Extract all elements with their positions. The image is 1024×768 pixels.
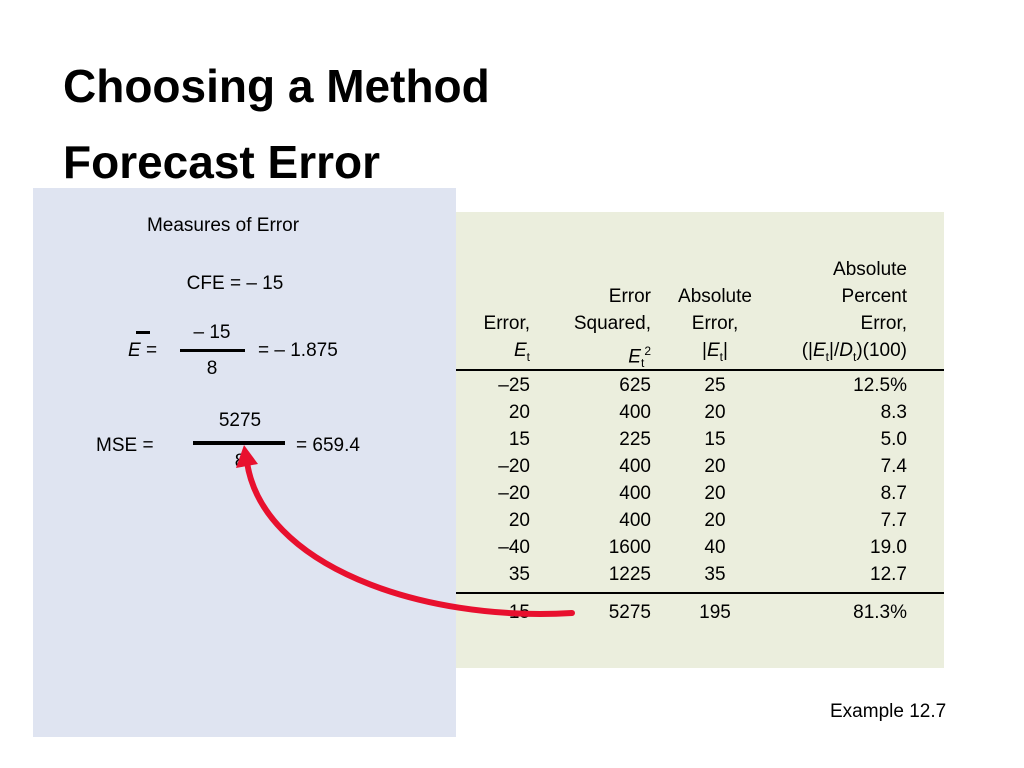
- table-cell: 20: [508, 402, 530, 423]
- table-cell: 35: [704, 564, 726, 585]
- header-label: Error,: [691, 313, 739, 334]
- table-cell: 400: [619, 510, 651, 531]
- symbol: E: [513, 340, 527, 361]
- header-label: Absolute: [833, 259, 907, 280]
- table-cell: –20: [498, 456, 530, 477]
- total-cell: 5275: [608, 602, 651, 623]
- cfe-formula: CFE = – 15: [186, 273, 284, 294]
- table-cell: –40: [498, 537, 530, 558]
- table-cell: –20: [498, 483, 530, 504]
- header-label: Squared,: [573, 313, 651, 334]
- table-cell: 400: [619, 402, 651, 423]
- symbol: E: [628, 346, 641, 368]
- symbol: E: [812, 340, 826, 361]
- header-symbol: Et2: [551, 339, 651, 370]
- table-cell: 19.0: [870, 537, 907, 558]
- table-cell: 400: [619, 456, 651, 477]
- numerator: – 15: [193, 322, 231, 343]
- table-cell: 20: [704, 456, 726, 477]
- operator: |/: [829, 340, 840, 361]
- table-cell: 1600: [608, 537, 651, 558]
- header-label: Error,: [860, 313, 907, 334]
- table-cell: 20: [704, 483, 726, 504]
- table-cell: 12.5%: [853, 375, 907, 396]
- subscript: t: [640, 356, 645, 371]
- mse-label: MSE =: [96, 435, 154, 456]
- footer: Example 12.7: [830, 701, 947, 722]
- numerator: 5275: [218, 410, 262, 431]
- fraction-bar: [193, 441, 285, 445]
- bar-symbol: |: [723, 340, 728, 361]
- total-rule: [456, 592, 944, 594]
- subscript: t: [852, 349, 857, 364]
- denominator: 8: [234, 451, 246, 472]
- table-cell: 7.7: [880, 510, 907, 531]
- table-cell: –25: [498, 375, 530, 396]
- subscript: t: [526, 349, 530, 364]
- title-line: Choosing a Method: [63, 60, 490, 112]
- result: = 659.4: [296, 435, 360, 456]
- table-cell: 20: [508, 510, 530, 531]
- measures-heading: Measures of Error: [146, 215, 300, 236]
- bar-symbol: |: [702, 340, 707, 361]
- overbar: [136, 331, 150, 334]
- total-cell: –15: [498, 602, 530, 623]
- table-cell: 15: [508, 429, 530, 450]
- table-cell: 35: [508, 564, 530, 585]
- table-cell: 625: [619, 375, 651, 396]
- title-line: Forecast Error: [63, 136, 381, 188]
- table-cell: 20: [704, 510, 726, 531]
- symbol: D: [839, 340, 853, 361]
- table-cell: 1225: [608, 564, 651, 585]
- symbol: E: [128, 340, 141, 361]
- table-cell: 7.4: [880, 456, 907, 477]
- header-label: Percent: [841, 286, 907, 307]
- table-cell: 8.3: [880, 402, 907, 423]
- header-label: Absolute: [678, 286, 752, 307]
- header-label: Error,: [483, 313, 530, 334]
- header-symbol: |Et|: [665, 339, 765, 364]
- header-label: Error: [608, 286, 651, 307]
- header-symbol: (|Et|/Dt)(100): [757, 339, 907, 364]
- total-cell: 195: [699, 602, 731, 623]
- header-symbol: Et: [460, 339, 530, 364]
- header-rule: [456, 369, 944, 371]
- table-cell: 40: [704, 537, 726, 558]
- symbol: E: [706, 340, 720, 361]
- denominator: 8: [206, 358, 218, 379]
- table-cell: 225: [619, 429, 651, 450]
- table-cell: 20: [704, 402, 726, 423]
- result: = – 1.875: [258, 340, 338, 361]
- mean-error: E =: [128, 339, 157, 363]
- table-cell: 8.7: [880, 483, 907, 504]
- equals: =: [145, 340, 158, 361]
- subscript: t: [719, 349, 724, 364]
- subscript: t: [825, 349, 830, 364]
- paren: (|: [801, 340, 813, 361]
- paren: )(100): [856, 340, 907, 361]
- table-cell: 5.0: [880, 429, 907, 450]
- superscript: 2: [644, 344, 651, 358]
- total-cell: 81.3%: [853, 602, 907, 623]
- table-cell: 12.7: [870, 564, 907, 585]
- table-cell: 400: [619, 483, 651, 504]
- table-cell: 25: [704, 375, 726, 396]
- fraction-bar: [180, 349, 245, 352]
- table-cell: 15: [704, 429, 726, 450]
